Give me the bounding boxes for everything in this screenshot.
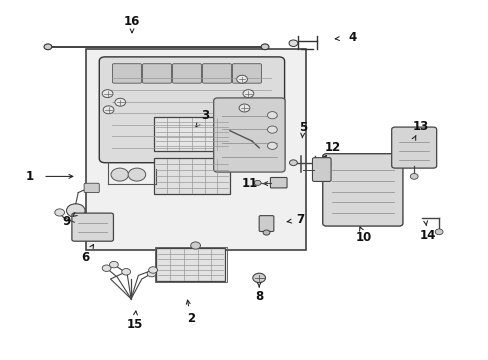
Circle shape bbox=[267, 112, 277, 119]
Circle shape bbox=[434, 229, 442, 235]
Text: 15: 15 bbox=[126, 318, 142, 331]
Circle shape bbox=[263, 230, 269, 235]
Bar bbox=[156, 248, 224, 281]
Text: 4: 4 bbox=[347, 31, 355, 44]
Circle shape bbox=[122, 269, 130, 275]
Text: 2: 2 bbox=[186, 312, 194, 325]
Circle shape bbox=[102, 90, 113, 98]
Bar bbox=[154, 158, 229, 194]
Bar bbox=[154, 247, 226, 282]
Circle shape bbox=[147, 270, 156, 277]
FancyBboxPatch shape bbox=[142, 64, 171, 83]
Circle shape bbox=[115, 98, 125, 106]
Bar bbox=[85, 49, 305, 250]
FancyBboxPatch shape bbox=[84, 183, 99, 193]
Text: 12: 12 bbox=[324, 141, 340, 154]
Text: 16: 16 bbox=[123, 15, 140, 28]
FancyBboxPatch shape bbox=[322, 154, 402, 226]
Circle shape bbox=[409, 174, 417, 179]
Circle shape bbox=[267, 126, 277, 133]
Text: 1: 1 bbox=[25, 170, 33, 183]
Circle shape bbox=[111, 168, 128, 181]
Circle shape bbox=[128, 168, 145, 181]
FancyBboxPatch shape bbox=[312, 158, 330, 181]
FancyBboxPatch shape bbox=[172, 64, 201, 83]
Circle shape bbox=[243, 90, 253, 98]
FancyBboxPatch shape bbox=[202, 64, 231, 83]
Text: 6: 6 bbox=[81, 251, 89, 264]
Text: 13: 13 bbox=[411, 120, 428, 132]
Circle shape bbox=[288, 40, 297, 46]
Circle shape bbox=[44, 44, 52, 50]
Circle shape bbox=[254, 180, 261, 185]
Circle shape bbox=[261, 44, 268, 50]
Circle shape bbox=[236, 75, 247, 83]
Circle shape bbox=[252, 273, 265, 283]
Text: 9: 9 bbox=[62, 215, 70, 228]
Circle shape bbox=[289, 160, 297, 166]
Text: 10: 10 bbox=[355, 231, 372, 244]
Circle shape bbox=[66, 204, 85, 217]
Text: 14: 14 bbox=[419, 229, 435, 242]
Circle shape bbox=[103, 106, 114, 114]
FancyBboxPatch shape bbox=[213, 98, 285, 172]
Circle shape bbox=[102, 265, 111, 271]
FancyBboxPatch shape bbox=[270, 177, 286, 188]
Text: 5: 5 bbox=[299, 121, 306, 134]
Circle shape bbox=[239, 104, 249, 112]
Circle shape bbox=[109, 261, 118, 268]
Text: 3: 3 bbox=[201, 109, 209, 122]
Text: 11: 11 bbox=[241, 177, 257, 190]
Bar bbox=[154, 117, 229, 151]
Text: 7: 7 bbox=[296, 213, 304, 226]
FancyBboxPatch shape bbox=[232, 64, 261, 83]
FancyBboxPatch shape bbox=[112, 64, 141, 83]
Circle shape bbox=[148, 267, 157, 273]
Circle shape bbox=[267, 142, 277, 149]
FancyBboxPatch shape bbox=[72, 213, 113, 241]
Circle shape bbox=[55, 209, 64, 216]
Circle shape bbox=[190, 242, 200, 249]
FancyBboxPatch shape bbox=[99, 57, 284, 163]
FancyBboxPatch shape bbox=[391, 127, 436, 168]
FancyBboxPatch shape bbox=[259, 216, 273, 231]
Text: 8: 8 bbox=[255, 291, 263, 303]
